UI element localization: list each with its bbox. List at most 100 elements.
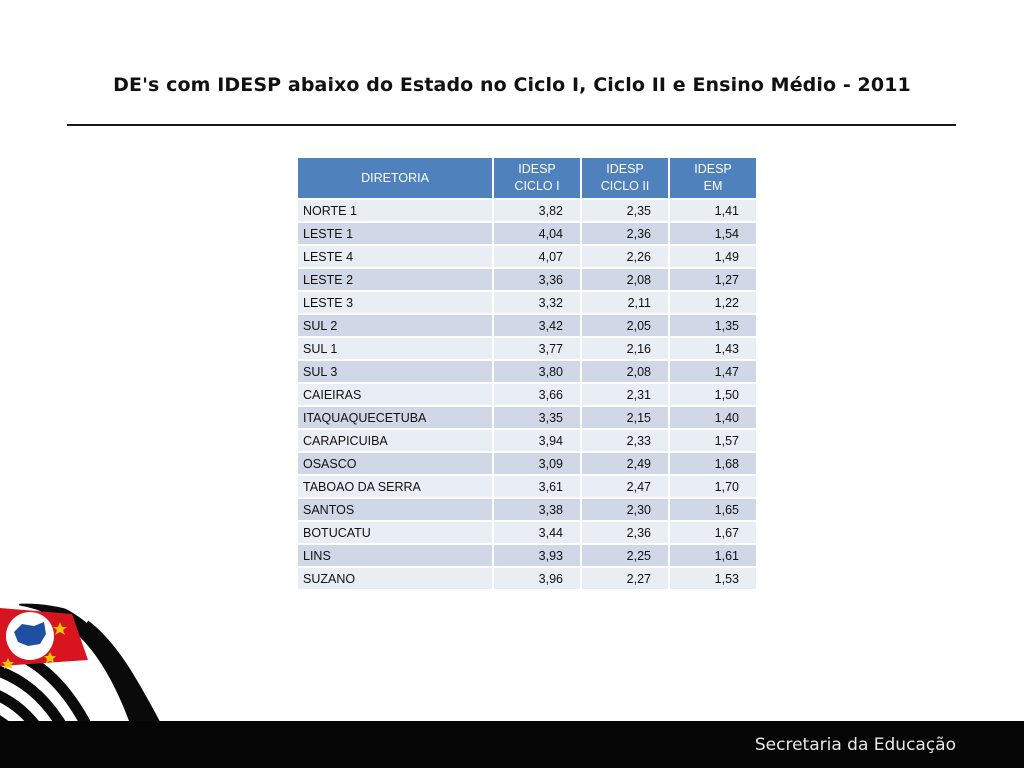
table-row: LESTE 2 3,36 2,08 1,27 — [298, 269, 756, 292]
cell-em: 1,43 — [670, 338, 756, 361]
cell-ciclo2: 2,16 — [582, 338, 670, 361]
cell-em: 1,49 — [670, 246, 756, 269]
cell-diretoria: BOTUCATU — [298, 522, 494, 545]
cell-ciclo2: 2,33 — [582, 430, 670, 453]
cell-em: 1,27 — [670, 269, 756, 292]
cell-diretoria: TABOAO DA SERRA — [298, 476, 494, 499]
header-idesp-ciclo-ii: IDESP CICLO II — [582, 158, 670, 200]
cell-ciclo2: 2,27 — [582, 568, 670, 591]
header-ciclo2-line1: IDESP — [606, 162, 644, 176]
table-row: LESTE 1 4,04 2,36 1,54 — [298, 223, 756, 246]
cell-diretoria: NORTE 1 — [298, 200, 494, 223]
cell-ciclo1: 3,38 — [494, 499, 582, 522]
cell-em: 1,67 — [670, 522, 756, 545]
cell-em: 1,50 — [670, 384, 756, 407]
cell-diretoria: LESTE 4 — [298, 246, 494, 269]
cell-em: 1,70 — [670, 476, 756, 499]
cell-ciclo2: 2,08 — [582, 269, 670, 292]
cell-em: 1,61 — [670, 545, 756, 568]
cell-diretoria: CARAPICUIBA — [298, 430, 494, 453]
cell-diretoria: SANTOS — [298, 499, 494, 522]
cell-em: 1,53 — [670, 568, 756, 591]
cell-ciclo1: 3,66 — [494, 384, 582, 407]
header-ciclo1-line1: IDESP — [518, 162, 556, 176]
cell-ciclo1: 4,07 — [494, 246, 582, 269]
cell-ciclo1: 3,61 — [494, 476, 582, 499]
cell-diretoria: LINS — [298, 545, 494, 568]
header-idesp-em: IDESP EM — [670, 158, 756, 200]
table-row: OSASCO 3,09 2,49 1,68 — [298, 453, 756, 476]
cell-em: 1,57 — [670, 430, 756, 453]
table-row: TABOAO DA SERRA 3,61 2,47 1,70 — [298, 476, 756, 499]
cell-ciclo2: 2,15 — [582, 407, 670, 430]
cell-em: 1,35 — [670, 315, 756, 338]
table-row: BOTUCATU 3,44 2,36 1,67 — [298, 522, 756, 545]
cell-diretoria: SUL 2 — [298, 315, 494, 338]
table-row: NORTE 1 3,82 2,35 1,41 — [298, 200, 756, 223]
cell-ciclo1: 3,09 — [494, 453, 582, 476]
cell-ciclo2: 2,49 — [582, 453, 670, 476]
table-row: CARAPICUIBA 3,94 2,33 1,57 — [298, 430, 756, 453]
cell-ciclo2: 2,30 — [582, 499, 670, 522]
cell-em: 1,65 — [670, 499, 756, 522]
cell-em: 1,22 — [670, 292, 756, 315]
table-row: LESTE 3 3,32 2,11 1,22 — [298, 292, 756, 315]
cell-em: 1,47 — [670, 361, 756, 384]
header-em-line1: IDESP — [694, 162, 732, 176]
cell-diretoria: OSASCO — [298, 453, 494, 476]
cell-ciclo2: 2,36 — [582, 522, 670, 545]
cell-ciclo1: 3,35 — [494, 407, 582, 430]
table-row: SUL 2 3,42 2,05 1,35 — [298, 315, 756, 338]
cell-em: 1,54 — [670, 223, 756, 246]
header-ciclo1-line2: CICLO I — [514, 179, 560, 193]
table-row: LINS 3,93 2,25 1,61 — [298, 545, 756, 568]
cell-ciclo2: 2,25 — [582, 545, 670, 568]
cell-ciclo1: 3,36 — [494, 269, 582, 292]
cell-diretoria: SUL 3 — [298, 361, 494, 384]
cell-ciclo2: 2,47 — [582, 476, 670, 499]
footer-secretaria-label: Secretaria da Educação — [754, 735, 956, 755]
cell-diretoria: LESTE 3 — [298, 292, 494, 315]
cell-ciclo2: 2,08 — [582, 361, 670, 384]
cell-diretoria: ITAQUAQUECETUBA — [298, 407, 494, 430]
table-row: CAIEIRAS 3,66 2,31 1,50 — [298, 384, 756, 407]
cell-diretoria: SUL 1 — [298, 338, 494, 361]
header-idesp-ciclo-i: IDESP CICLO I — [494, 158, 582, 200]
table-row: SUZANO 3,96 2,27 1,53 — [298, 568, 756, 591]
cell-ciclo1: 3,32 — [494, 292, 582, 315]
cell-ciclo2: 2,26 — [582, 246, 670, 269]
table-row: LESTE 4 4,07 2,26 1,49 — [298, 246, 756, 269]
cell-ciclo2: 2,31 — [582, 384, 670, 407]
cell-ciclo2: 2,05 — [582, 315, 670, 338]
header-ciclo2-line2: CICLO II — [600, 179, 650, 193]
cell-ciclo1: 3,93 — [494, 545, 582, 568]
table-row: SUL 3 3,80 2,08 1,47 — [298, 361, 756, 384]
table-row: SANTOS 3,38 2,30 1,65 — [298, 499, 756, 522]
table-row: ITAQUAQUECETUBA 3,35 2,15 1,40 — [298, 407, 756, 430]
cell-diretoria: LESTE 2 — [298, 269, 494, 292]
cell-ciclo1: 3,94 — [494, 430, 582, 453]
cell-ciclo1: 3,44 — [494, 522, 582, 545]
cell-diretoria: LESTE 1 — [298, 223, 494, 246]
cell-ciclo2: 2,11 — [582, 292, 670, 315]
cell-ciclo1: 3,80 — [494, 361, 582, 384]
cell-ciclo1: 3,96 — [494, 568, 582, 591]
header-em-line2: EM — [703, 179, 723, 193]
cell-ciclo1: 3,42 — [494, 315, 582, 338]
cell-diretoria: CAIEIRAS — [298, 384, 494, 407]
cell-ciclo1: 3,77 — [494, 338, 582, 361]
idesp-table: DIRETORIA IDESP CICLO I IDESP CICLO II I… — [298, 158, 756, 591]
title-divider — [67, 124, 956, 126]
footer-bar — [0, 721, 1024, 768]
cell-ciclo1: 4,04 — [494, 223, 582, 246]
table-body: NORTE 1 3,82 2,35 1,41 LESTE 1 4,04 2,36 1,54 … — [298, 200, 756, 591]
table-row: SUL 1 3,77 2,16 1,43 — [298, 338, 756, 361]
table-header-row: DIRETORIA IDESP CICLO I IDESP CICLO II I… — [298, 158, 756, 200]
cell-em: 1,40 — [670, 407, 756, 430]
header-diretoria: DIRETORIA — [298, 158, 494, 200]
cell-ciclo2: 2,36 — [582, 223, 670, 246]
cell-em: 1,68 — [670, 453, 756, 476]
cell-em: 1,41 — [670, 200, 756, 223]
cell-ciclo1: 3,82 — [494, 200, 582, 223]
cell-ciclo2: 2,35 — [582, 200, 670, 223]
